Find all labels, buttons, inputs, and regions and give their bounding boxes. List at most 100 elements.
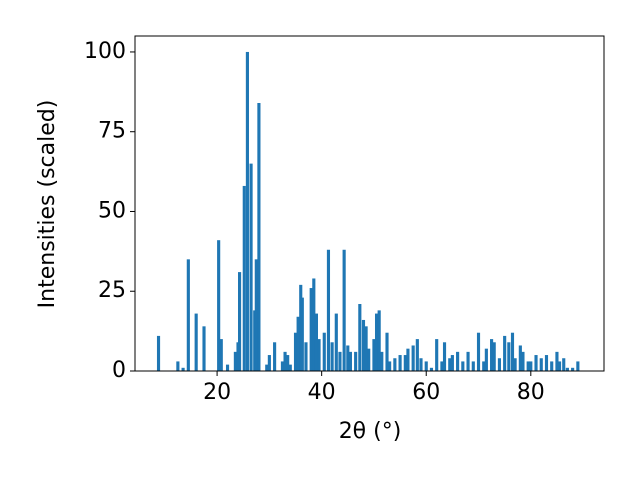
bar — [374, 313, 379, 371]
bar — [539, 358, 543, 371]
y-tick-label: 25 — [98, 278, 126, 303]
bar — [322, 332, 326, 371]
bar — [555, 351, 559, 371]
bar — [557, 361, 562, 371]
bar — [576, 361, 580, 371]
bar — [342, 249, 346, 371]
bar — [476, 332, 481, 371]
bar — [326, 249, 331, 371]
x-tick-label: 80 — [517, 380, 545, 405]
bar — [456, 351, 460, 371]
bar — [354, 351, 358, 371]
x-tick-label: 40 — [308, 380, 336, 405]
bar — [364, 326, 368, 371]
bar — [283, 351, 287, 371]
bar — [388, 361, 392, 371]
bar — [406, 348, 410, 371]
bar — [304, 342, 308, 371]
bar — [300, 297, 304, 371]
bar — [466, 351, 470, 371]
x-tick-label: 20 — [203, 380, 231, 405]
bar — [254, 259, 258, 371]
bar — [435, 339, 439, 371]
bar — [217, 240, 221, 371]
y-tick-label: 50 — [98, 198, 126, 223]
bar — [309, 288, 313, 371]
bar — [513, 358, 517, 371]
bar — [280, 361, 285, 371]
bar — [492, 342, 496, 371]
bar — [415, 339, 419, 371]
bar — [312, 278, 316, 371]
bar — [448, 358, 452, 371]
bar — [450, 355, 454, 371]
bar — [296, 316, 300, 371]
bar — [338, 351, 342, 371]
bar — [194, 313, 198, 371]
bar — [398, 355, 402, 371]
bar — [440, 361, 444, 371]
bar — [273, 342, 277, 371]
bar — [265, 364, 269, 371]
bar — [385, 332, 389, 371]
bar — [571, 367, 575, 371]
bar — [286, 355, 290, 371]
bar — [202, 326, 206, 371]
bar — [249, 163, 253, 371]
bar — [484, 348, 488, 371]
bar — [267, 355, 271, 371]
bar — [380, 351, 384, 371]
bar — [529, 361, 533, 371]
bar — [393, 358, 397, 371]
y-tick-label: 0 — [112, 358, 126, 383]
bar — [372, 339, 376, 371]
bar — [461, 361, 465, 371]
bar — [176, 361, 180, 371]
bar — [526, 361, 530, 371]
bar — [257, 103, 261, 371]
plot-frame — [134, 35, 605, 372]
bar — [233, 351, 237, 371]
bar — [288, 364, 292, 371]
bar — [562, 358, 566, 371]
bar — [314, 313, 318, 371]
bar — [429, 367, 434, 371]
bar — [471, 361, 475, 371]
bar — [550, 361, 554, 371]
bar — [293, 332, 298, 371]
bar — [186, 259, 190, 371]
bar — [419, 358, 423, 371]
bar — [490, 339, 494, 371]
bar — [156, 335, 161, 371]
bar — [442, 342, 447, 371]
bar — [245, 51, 249, 371]
bar — [503, 335, 507, 371]
bar — [497, 358, 501, 371]
bar — [219, 339, 223, 371]
bar — [544, 355, 549, 371]
bar — [334, 313, 338, 371]
bar — [534, 355, 538, 371]
bar — [411, 345, 415, 371]
bar — [361, 319, 366, 371]
bar — [330, 342, 334, 371]
bar — [482, 361, 486, 371]
bar — [358, 304, 362, 371]
bar — [424, 361, 428, 371]
bar — [507, 342, 511, 371]
bar — [346, 345, 350, 371]
x-axis-label: 2θ (°) — [339, 419, 402, 444]
bar — [565, 367, 569, 371]
bar — [367, 348, 371, 371]
bar — [348, 351, 352, 371]
x-tick-label: 60 — [412, 380, 440, 405]
y-tick-label: 75 — [98, 119, 126, 144]
y-axis-label: Intensities (scaled) — [35, 100, 60, 309]
y-tick-label: 100 — [84, 39, 126, 64]
bar — [403, 355, 407, 371]
bar — [225, 364, 230, 371]
bar — [181, 367, 185, 371]
bar — [521, 351, 525, 371]
